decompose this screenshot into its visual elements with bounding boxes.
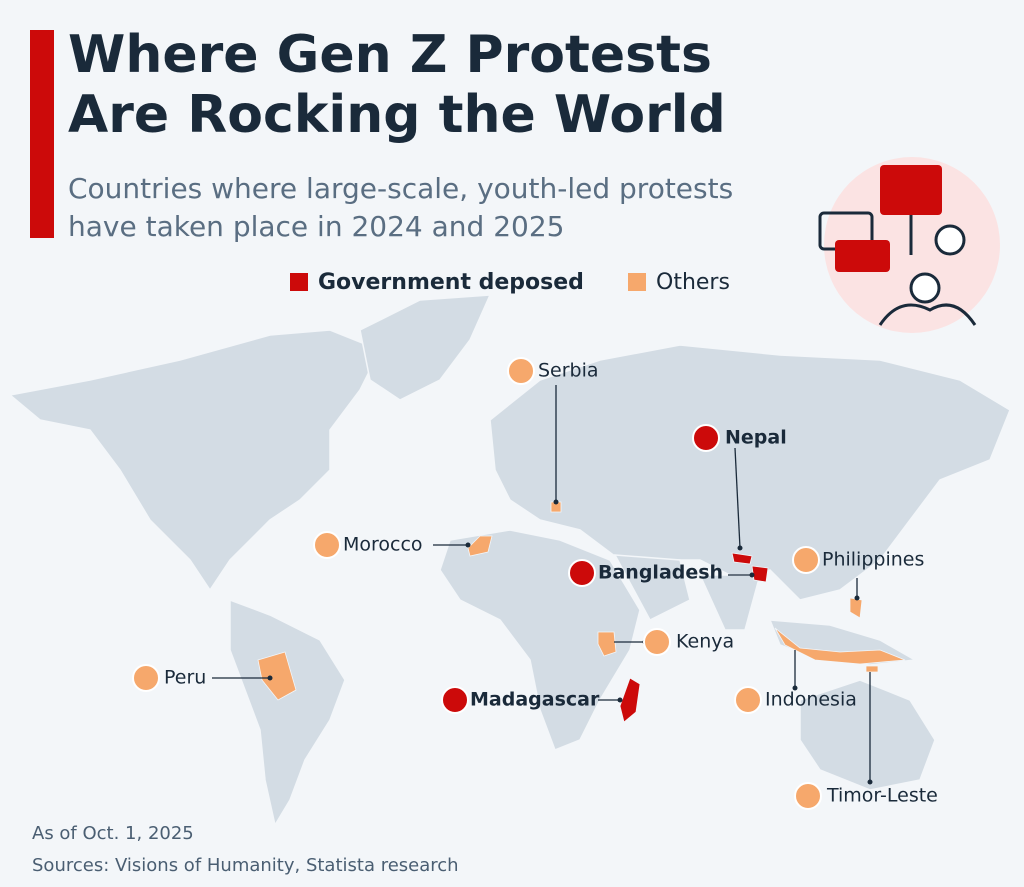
country-label: Bangladesh [598, 562, 723, 584]
country-label: Peru [164, 667, 206, 689]
subtitle: have taken place in 2024 and 2025 [68, 210, 564, 243]
country-label: Philippines [822, 549, 924, 571]
country-label: Morocco [343, 534, 423, 556]
legend-label: Government deposed [318, 270, 584, 295]
flag [792, 546, 820, 574]
country-label: Timor-Leste [826, 785, 938, 807]
flag [313, 531, 341, 559]
leader-dot [737, 545, 743, 551]
country-shape [865, 665, 879, 673]
country-shape [257, 651, 297, 701]
leader-dot [867, 779, 873, 785]
leader-dot [617, 697, 623, 703]
leader-dot [267, 675, 273, 681]
leader-dot [465, 542, 471, 548]
legend-swatch [290, 273, 308, 291]
footer-sources: Sources: Visions of Humanity, Statista r… [32, 855, 459, 876]
country-shape [467, 535, 493, 557]
title: Are Rocking the World [68, 85, 726, 145]
title: Where Gen Z Protests [68, 25, 712, 85]
footer-note: As of Oct. 1, 2025 [32, 823, 194, 844]
flag [734, 686, 762, 714]
flag [643, 628, 671, 656]
country-shape [731, 552, 753, 565]
country-label: Kenya [676, 631, 734, 653]
country-shape [597, 631, 617, 657]
leader-dot [792, 685, 798, 691]
country-label: Indonesia [765, 689, 857, 711]
leader-dot [854, 595, 860, 601]
subtitle: Countries where large-scale, youth-led p… [68, 172, 733, 205]
legend-swatch [628, 273, 646, 291]
flag [692, 424, 720, 452]
country-shape [751, 565, 769, 583]
accent-bar [30, 30, 54, 238]
legend-label: Others [656, 270, 730, 295]
country-label: Nepal [725, 427, 787, 449]
leader-line [734, 447, 741, 549]
protest-icon [818, 157, 1000, 333]
flag [507, 357, 535, 385]
leader-dot [749, 572, 755, 578]
flag [441, 686, 469, 714]
flag [568, 559, 596, 587]
flag [132, 664, 160, 692]
country-label: Madagascar [470, 689, 600, 711]
leader-dot [553, 499, 559, 505]
country-label: Serbia [538, 360, 599, 382]
flag [794, 782, 822, 810]
